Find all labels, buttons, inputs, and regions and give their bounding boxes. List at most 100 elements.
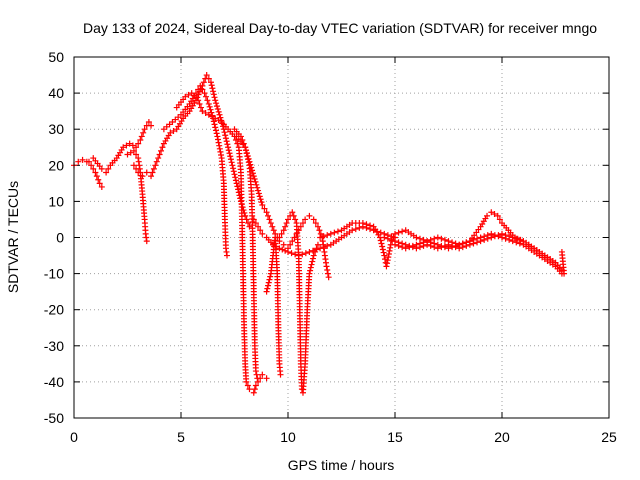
data-point bbox=[250, 216, 257, 223]
data-point-fill bbox=[248, 164, 255, 171]
data-point bbox=[267, 220, 274, 227]
data-point bbox=[224, 252, 231, 259]
data-point-fill bbox=[282, 223, 289, 230]
y-tick-label: -50 bbox=[44, 410, 64, 426]
data-point-fill bbox=[231, 171, 238, 178]
y-tick-label: 0 bbox=[56, 230, 64, 246]
data-point bbox=[306, 248, 313, 255]
data-point bbox=[205, 111, 212, 118]
data-point-fill bbox=[213, 100, 220, 107]
data-point-fill bbox=[210, 88, 217, 95]
y-tick-label: 50 bbox=[48, 49, 64, 65]
data-point bbox=[276, 245, 283, 252]
data-point bbox=[216, 111, 223, 118]
data-point-fill bbox=[386, 247, 393, 254]
data-point-fill bbox=[135, 140, 142, 147]
data-point-fill bbox=[209, 85, 216, 92]
data-point-fill bbox=[214, 136, 221, 143]
data-point-fill bbox=[395, 229, 402, 236]
data-point-fill bbox=[270, 227, 277, 234]
data-point bbox=[92, 169, 99, 176]
data-point bbox=[306, 212, 313, 219]
data-point-fill bbox=[438, 235, 445, 242]
data-point-fill bbox=[225, 147, 232, 154]
data-point-fill bbox=[463, 242, 470, 249]
data-point-fill bbox=[384, 260, 391, 267]
y-tick-label: 20 bbox=[48, 157, 64, 173]
data-point bbox=[130, 162, 137, 169]
data-point-fill bbox=[127, 149, 134, 156]
data-point bbox=[98, 165, 105, 172]
data-point-fill bbox=[324, 270, 331, 277]
data-point bbox=[509, 234, 516, 241]
data-point-fill bbox=[234, 140, 241, 147]
data-point-fill bbox=[243, 147, 250, 154]
data-point-fill bbox=[267, 273, 274, 280]
data-point-fill bbox=[258, 199, 265, 206]
data-point-fill bbox=[249, 170, 256, 177]
data-point bbox=[195, 97, 202, 104]
data-point-fill bbox=[312, 220, 319, 227]
x-tick-label: 25 bbox=[601, 429, 617, 445]
data-point-fill bbox=[299, 220, 306, 227]
data-point-fill bbox=[214, 105, 221, 112]
data-point-fill bbox=[232, 174, 239, 181]
data-point bbox=[98, 183, 105, 190]
data-point bbox=[246, 386, 253, 393]
data-point bbox=[359, 220, 366, 227]
data-point bbox=[349, 227, 356, 234]
data-point-fill bbox=[282, 247, 289, 254]
data-point-fill bbox=[491, 233, 498, 240]
data-point bbox=[250, 389, 257, 396]
data-point-fill bbox=[213, 130, 220, 137]
data-point bbox=[148, 122, 155, 129]
data-point bbox=[445, 241, 452, 248]
data-point-fill bbox=[93, 173, 100, 180]
y-tick-label: 40 bbox=[48, 85, 64, 101]
data-point bbox=[137, 137, 144, 144]
data-point-fill bbox=[316, 227, 323, 234]
data-point-fill bbox=[427, 236, 434, 243]
data-point bbox=[225, 144, 232, 151]
data-point bbox=[259, 230, 266, 237]
data-point bbox=[456, 245, 463, 252]
x-axis-title: GPS time / hours bbox=[288, 457, 395, 473]
data-point-fill bbox=[474, 239, 481, 246]
data-point-fill bbox=[247, 161, 254, 168]
data-point-fill bbox=[334, 228, 341, 235]
data-point-fill bbox=[140, 129, 147, 136]
data-point bbox=[259, 371, 266, 378]
data-point-fill bbox=[252, 220, 259, 227]
data-point-fill bbox=[269, 223, 276, 230]
data-point-fill bbox=[266, 216, 273, 223]
data-point bbox=[143, 169, 150, 176]
data-point bbox=[212, 97, 219, 104]
data-point-fill bbox=[395, 239, 402, 246]
data-point-fill bbox=[265, 212, 272, 219]
data-point-fill bbox=[495, 232, 502, 239]
data-points bbox=[71, 72, 568, 396]
data-point-fill bbox=[279, 246, 286, 253]
data-point bbox=[255, 378, 262, 385]
data-point-fill bbox=[324, 232, 331, 239]
data-point-fill bbox=[292, 216, 299, 223]
data-point bbox=[212, 115, 219, 122]
data-point-fill bbox=[215, 139, 222, 146]
data-point-fill bbox=[409, 244, 416, 251]
data-point-fill bbox=[288, 250, 295, 257]
data-point-fill bbox=[382, 256, 389, 263]
data-point bbox=[558, 248, 565, 255]
data-point-fill bbox=[384, 257, 391, 264]
data-point bbox=[252, 368, 259, 375]
data-point bbox=[402, 241, 409, 248]
data-point-fill bbox=[221, 129, 228, 136]
data-point-fill bbox=[307, 264, 314, 271]
data-point-fill bbox=[331, 229, 338, 236]
data-point-fill bbox=[230, 165, 237, 172]
data-point-fill bbox=[153, 158, 160, 165]
data-point-fill bbox=[308, 261, 315, 268]
data-point-fill bbox=[379, 243, 386, 250]
x-tick-label: 10 bbox=[280, 429, 296, 445]
data-point-fill bbox=[324, 266, 331, 273]
data-point bbox=[323, 263, 330, 270]
